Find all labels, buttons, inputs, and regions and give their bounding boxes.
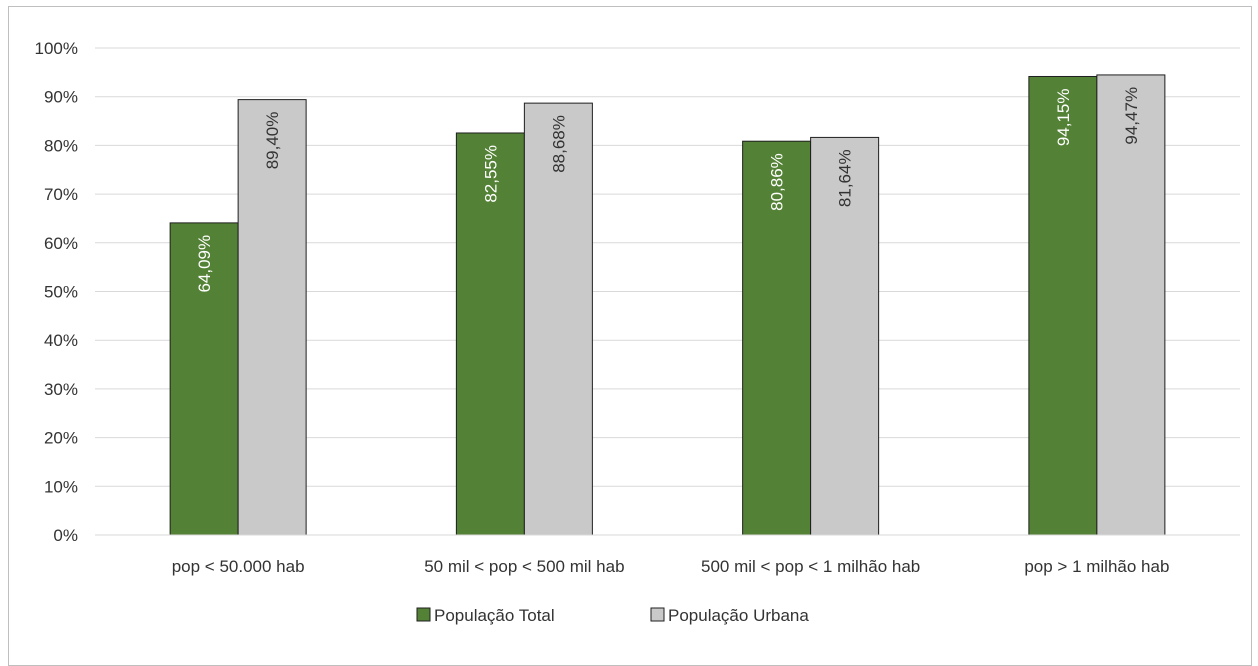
x-tick-label: 500 mil < pop < 1 milhão hab: [701, 557, 920, 576]
legend-label: População Urbana: [668, 606, 809, 625]
y-tick-label: 40%: [44, 331, 78, 350]
x-tick-label: 50 mil < pop < 500 mil hab: [424, 557, 624, 576]
legend-swatch: [650, 607, 665, 622]
bar-populacao-urbana: [237, 99, 307, 536]
data-label: 82,55%: [481, 145, 500, 203]
data-label: 94,47%: [1122, 87, 1141, 145]
y-tick-label: 100%: [35, 39, 78, 58]
data-label: 89,40%: [263, 112, 282, 170]
y-tick-label: 0%: [53, 526, 78, 545]
legend-label: População Total: [434, 606, 555, 625]
y-tick-label: 30%: [44, 380, 78, 399]
bar-populacao-total: [455, 132, 525, 536]
y-tick-label: 10%: [44, 477, 78, 496]
bar-populacao-total: [742, 140, 812, 536]
bar-populacao-urbana: [1096, 74, 1166, 536]
x-tick-label: pop > 1 milhão hab: [1024, 557, 1169, 576]
data-label: 80,86%: [768, 153, 787, 211]
bar-chart: 0% 10% 20% 30% 40% 50% 60% 70% 80% 90% 100% 64,09% 8…: [35, 39, 1240, 625]
bar-populacao-total: [169, 222, 239, 536]
y-tick-label: 90%: [44, 88, 78, 107]
data-label: 64,09%: [195, 235, 214, 293]
y-tick-label: 80%: [44, 136, 78, 155]
legend-swatch: [416, 607, 431, 622]
bar-populacao-urbana: [523, 102, 593, 536]
data-label: 81,64%: [836, 149, 855, 207]
y-tick-label: 60%: [44, 234, 78, 253]
y-tick-label: 70%: [44, 185, 78, 204]
x-tick-label: pop < 50.000 hab: [172, 557, 305, 576]
data-label: 88,68%: [549, 115, 568, 173]
data-label: 94,15%: [1054, 88, 1073, 146]
y-tick-label: 50%: [44, 283, 78, 302]
bar-populacao-urbana: [810, 136, 880, 536]
y-tick-label: 20%: [44, 429, 78, 448]
